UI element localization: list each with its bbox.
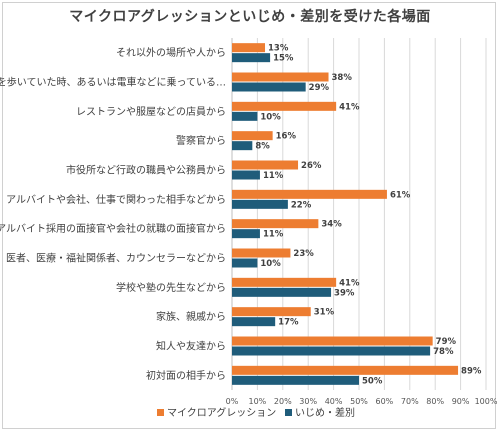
data-label: 50%: [362, 376, 383, 386]
data-label: 11%: [263, 171, 284, 181]
bar: [232, 219, 319, 229]
x-tick-label: 90%: [452, 397, 470, 406]
bar: [232, 82, 306, 92]
legend-swatch: [285, 409, 292, 416]
bar: [232, 170, 260, 180]
bar: [232, 43, 266, 53]
category-label: 家族、親戚から: [156, 310, 226, 323]
data-label: 11%: [263, 230, 284, 240]
data-label: 41%: [339, 278, 360, 288]
data-label: 15%: [273, 54, 294, 64]
data-label: 29%: [309, 83, 330, 93]
bar: [232, 336, 433, 346]
x-tick-label: 70%: [401, 397, 419, 406]
bar: [232, 277, 337, 287]
legend-entry: いじめ・差別: [295, 406, 355, 419]
data-label: 78%: [433, 347, 454, 357]
data-label: 41%: [339, 102, 360, 112]
bar: [232, 346, 431, 356]
category-label: 学校や塾の先生などから: [116, 281, 226, 294]
bar: [232, 258, 258, 268]
data-label: 38%: [332, 73, 353, 83]
bar: [232, 101, 337, 111]
bar: [232, 141, 253, 151]
data-label: 34%: [321, 220, 342, 230]
bar: [232, 72, 329, 82]
bar: [232, 189, 387, 199]
data-label: 10%: [260, 259, 281, 269]
data-label: 31%: [314, 308, 335, 318]
x-tick-label: 50%: [350, 397, 368, 406]
x-tick-label: 60%: [376, 397, 394, 406]
category-label: アルバイトや会社、仕事で関わった相手などから: [6, 193, 226, 206]
chart-title: マイクロアグレッションといじめ・差別を受けた各場面: [69, 9, 431, 25]
category-label: 市役所など行政の職員や公務員から: [66, 164, 226, 177]
legend-entry: マイクロアグレッション: [167, 406, 276, 419]
data-label: 89%: [461, 366, 482, 376]
bar: [232, 307, 311, 317]
bar: [232, 375, 359, 385]
bar: [232, 160, 299, 170]
category-label: アルバイト採用の面接官や会社の就職の面接官から: [0, 222, 226, 235]
data-label: 61%: [390, 190, 411, 200]
data-label: 23%: [293, 249, 314, 259]
legend-swatch: [157, 409, 164, 416]
bar: [232, 229, 260, 239]
category-label: それ以外の場所や人から: [116, 46, 226, 59]
bar: [232, 248, 291, 258]
data-label: 8%: [255, 142, 270, 152]
x-tick-label: 100%: [475, 397, 498, 406]
bar: [232, 111, 258, 121]
category-label: 道を歩いていた時、あるいは電車などに乗っている…: [0, 76, 226, 89]
data-label: 39%: [334, 288, 355, 298]
data-label: 17%: [278, 318, 299, 328]
bar: [232, 199, 288, 209]
x-tick-label: 20%: [274, 397, 292, 406]
category-label: 医者、医療・福祉関係者、カウンセラーなどから: [6, 252, 226, 265]
category-label: 初対面の相手から: [146, 369, 226, 382]
bar: [232, 53, 271, 63]
data-label: 22%: [291, 200, 312, 210]
bar: [232, 317, 276, 327]
category-label: 知人や友達から: [156, 340, 226, 353]
x-tick-label: 0%: [226, 397, 239, 406]
x-tick-label: 40%: [325, 397, 343, 406]
category-label: レストランや服屋などの店員から: [76, 105, 226, 118]
data-label: 79%: [436, 337, 457, 347]
bar: [232, 287, 332, 297]
x-tick-label: 30%: [299, 397, 317, 406]
x-tick-label: 10%: [249, 397, 267, 406]
data-label: 16%: [276, 132, 297, 142]
data-label: 13%: [268, 44, 289, 54]
category-label: 警察官から: [176, 134, 226, 147]
bar: [232, 365, 459, 375]
x-tick-label: 80%: [426, 397, 444, 406]
data-label: 10%: [260, 112, 281, 122]
bar: [232, 131, 273, 141]
data-label: 26%: [301, 161, 322, 171]
